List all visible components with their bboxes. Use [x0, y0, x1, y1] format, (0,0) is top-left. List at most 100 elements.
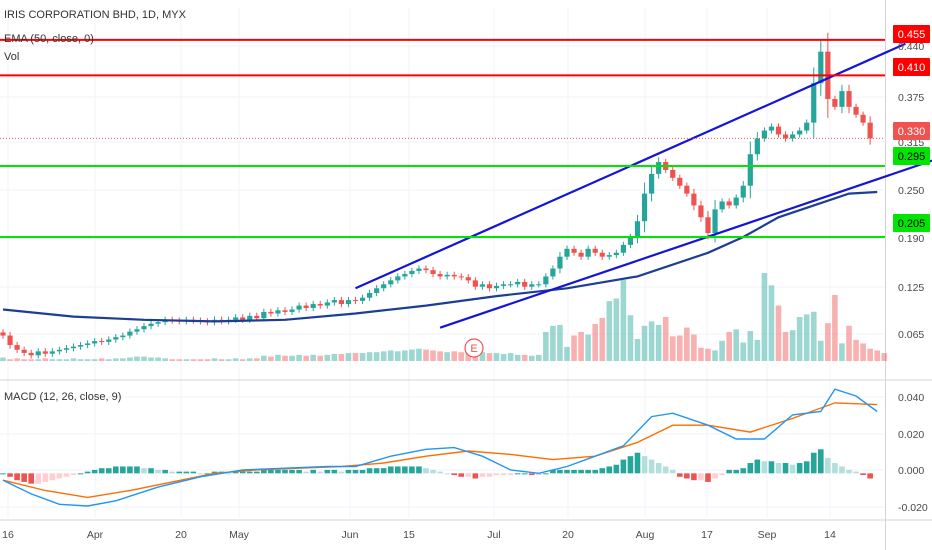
- time-axis[interactable]: 16 Apr 20 May Jun 15 Jul 20 Aug 17 Sep 14: [2, 529, 836, 541]
- candle-body: [338, 300, 344, 305]
- macd-histogram-bar: [70, 473, 77, 476]
- macd-histogram-bar: [395, 466, 401, 474]
- candle-body: [409, 270, 415, 275]
- macd-histogram-bar: [585, 469, 591, 474]
- macd-histogram-bar: [282, 469, 288, 474]
- candle-body: [719, 201, 725, 210]
- price-tick-label: 0.440: [898, 41, 924, 53]
- volume-bar: [141, 356, 147, 361]
- macd-histogram-bar: [775, 463, 782, 474]
- volume-bar: [705, 348, 711, 361]
- candle-body: [634, 221, 641, 237]
- volume-bar: [613, 298, 620, 361]
- volume-bar: [810, 311, 817, 361]
- volume-bar: [127, 357, 133, 361]
- candle: [684, 182, 690, 197]
- macd-histogram-bar: [162, 469, 168, 474]
- candle: [99, 337, 105, 346]
- price-label-resistance: 0.410: [893, 58, 930, 76]
- macd-line: [2, 388, 878, 507]
- volume-bar: [56, 359, 63, 361]
- candle: [733, 194, 739, 209]
- volume-bar: [197, 359, 204, 361]
- volume-bar: [768, 285, 775, 361]
- macd-histogram-bar: [768, 461, 775, 474]
- volume-bar: [592, 324, 598, 361]
- price-label-text: 0.330: [898, 126, 926, 138]
- macd-histogram-bar: [479, 473, 486, 477]
- macd-histogram-bar: [105, 468, 112, 474]
- macd-axis[interactable]: 0.040 0.020 0.000 -0.020: [898, 392, 928, 514]
- candle-body: [691, 193, 697, 206]
- macd-legend[interactable]: MACD (12, 26, close, 9): [4, 391, 122, 403]
- ema-legend[interactable]: EMA (50, close, 0): [4, 33, 94, 45]
- symbol-legend[interactable]: IRIS CORPORATION BHD, 1D, MYX: [4, 9, 186, 21]
- volume-bar: [331, 353, 338, 361]
- candle: [282, 307, 288, 316]
- macd-histogram-bar: [606, 466, 613, 474]
- macd-histogram-bar: [324, 469, 331, 474]
- time-tick-label: 14: [824, 529, 836, 541]
- horizontal-levels[interactable]: [0, 38, 885, 238]
- candle-body: [818, 51, 824, 84]
- candle-body: [585, 248, 591, 257]
- candle: [359, 294, 366, 305]
- candle: [458, 273, 464, 281]
- candle-body: [543, 276, 549, 285]
- candle: [28, 349, 34, 359]
- earnings-marker[interactable]: E: [464, 338, 484, 358]
- macd-histogram-bar: [543, 473, 549, 475]
- trendlines[interactable]: [355, 42, 932, 329]
- volume-legend[interactable]: Vol: [4, 51, 20, 63]
- time-tick-label: May: [229, 529, 250, 541]
- time-tick-label: 15: [403, 529, 415, 541]
- time-tick-label: Jul: [487, 529, 500, 541]
- candle-body: [77, 345, 84, 347]
- candle-body: [458, 276, 464, 278]
- candle-body: [465, 277, 471, 281]
- volume-bar: [387, 350, 394, 361]
- candle-body: [352, 300, 359, 302]
- macd-histogram-bar: [169, 471, 175, 474]
- volume-bar: [120, 358, 126, 361]
- macd-histogram-bar: [197, 473, 204, 475]
- candle: [338, 296, 344, 308]
- candle: [599, 249, 605, 260]
- volume-bar: [310, 354, 316, 361]
- volume-bar: [275, 354, 281, 361]
- volume-bar: [423, 349, 429, 361]
- volume-bar: [317, 355, 324, 361]
- candle: [522, 278, 528, 290]
- volume-bar: [63, 359, 70, 361]
- macd-histogram-bar: [839, 466, 845, 474]
- macd-histogram-bar: [818, 449, 824, 474]
- macd-histogram-bar: [712, 473, 718, 479]
- volume-bar: [691, 334, 697, 361]
- candle: [451, 271, 457, 280]
- candle-body: [0, 332, 6, 336]
- macd-histogram-bar: [599, 468, 606, 474]
- candle: [493, 282, 500, 292]
- volume-bar: [500, 353, 507, 361]
- volume-bar: [606, 301, 613, 361]
- candle: [409, 267, 415, 278]
- candle-body: [839, 91, 845, 107]
- candle-body: [92, 341, 98, 344]
- candle-body: [500, 284, 507, 286]
- macd-histogram-bar: [521, 473, 528, 475]
- candle: [550, 265, 556, 280]
- volume-bar: [669, 336, 676, 361]
- macd-histogram-bar: [141, 468, 147, 474]
- macd-histogram-bar: [684, 473, 690, 479]
- candle-body: [571, 248, 577, 253]
- macd-histogram-bar: [268, 469, 274, 474]
- volume-bar: [324, 354, 331, 361]
- candle: [352, 296, 359, 305]
- macd-histogram-bar: [416, 466, 422, 474]
- macd-histogram-bar: [458, 473, 465, 477]
- volume-bar: [662, 317, 669, 361]
- macd-histogram-bar: [366, 468, 373, 474]
- price-label-resistance: 0.455: [893, 25, 930, 43]
